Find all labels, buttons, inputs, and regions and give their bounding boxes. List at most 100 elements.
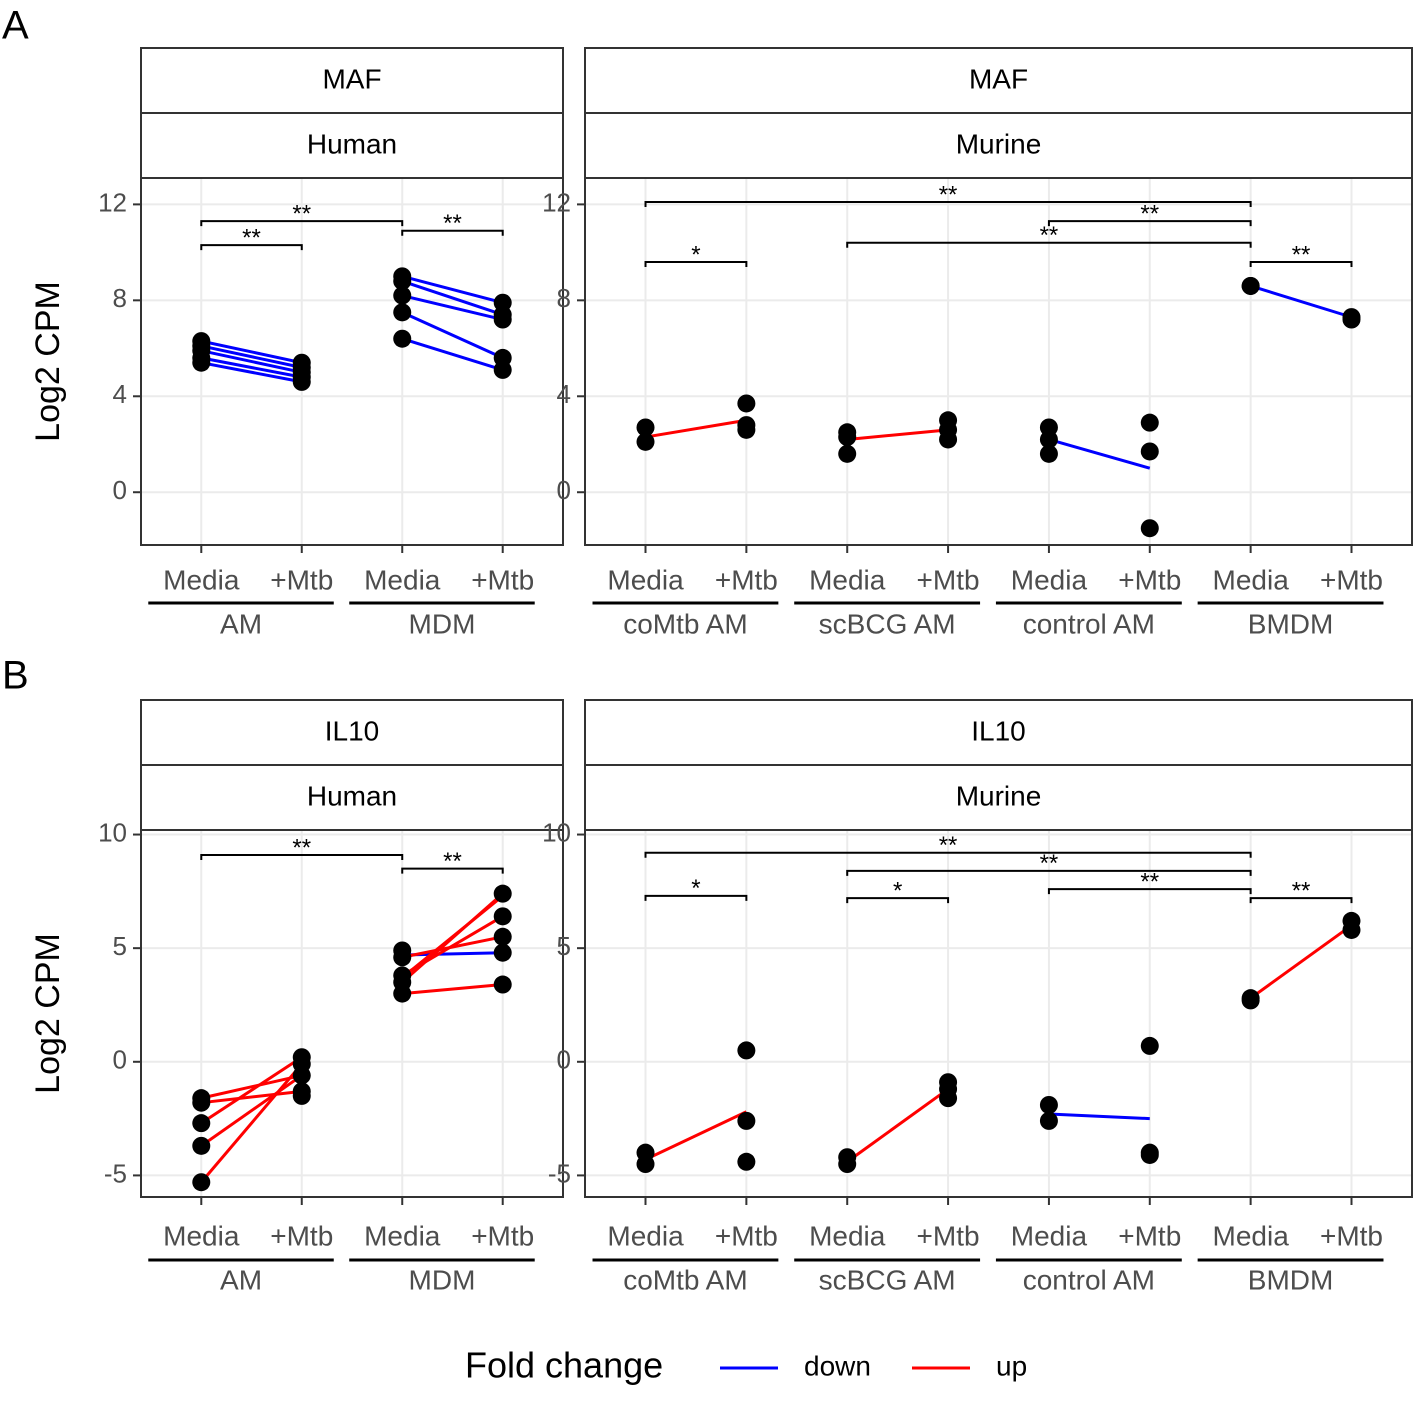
legend-label: down: [804, 1350, 871, 1381]
group-label: control AM: [1023, 608, 1155, 639]
y-tick-label: 0: [113, 475, 127, 505]
strip-label: MAF: [969, 63, 1028, 94]
x-tick-label: Media: [163, 1220, 240, 1251]
point: [1039, 430, 1058, 449]
significance-label: *: [691, 241, 700, 268]
significance-bracket: [1249, 897, 1353, 904]
point: [493, 907, 512, 926]
point: [737, 1152, 756, 1171]
significance-bracket: [846, 869, 1252, 876]
fold-change-line: [200, 1074, 303, 1148]
strip: [584, 764, 1413, 831]
y-tick-label: 5: [113, 931, 127, 961]
y-tick-label: 5: [557, 931, 571, 961]
y-tick-label: 4: [557, 379, 571, 409]
significance-bracket: [644, 894, 748, 901]
point: [292, 1086, 311, 1105]
panel-border: [584, 177, 1413, 546]
y-tick-label: 8: [113, 283, 127, 313]
x-tick-label: +Mtb: [270, 564, 333, 595]
fold-change-line: [401, 894, 504, 979]
group-label: scBCG AM: [819, 608, 956, 639]
significance-bracket: [200, 244, 303, 251]
point: [1140, 1145, 1159, 1164]
point: [1140, 1036, 1159, 1055]
fold-change-line: [847, 428, 949, 441]
y-tick-label: 0: [113, 1045, 127, 1075]
fold-change-line: [201, 356, 303, 379]
x-tick-label: +Mtb: [917, 1220, 980, 1251]
point: [393, 948, 412, 967]
significance-label: *: [893, 878, 902, 905]
significance-label: **: [443, 210, 462, 237]
fold-change-line: [401, 337, 504, 372]
significance-bracket: [1047, 888, 1252, 895]
significance-label: **: [443, 848, 462, 875]
strip-label: IL10: [971, 715, 1026, 746]
x-tick-label: +Mtb: [917, 564, 980, 595]
point: [737, 420, 756, 439]
point: [1039, 1095, 1058, 1114]
y-tick-label: -5: [104, 1158, 127, 1188]
fold-change-line: [1048, 438, 1151, 470]
x-tick-label: +Mtb: [715, 564, 778, 595]
x-tick-label: Media: [364, 564, 441, 595]
panel-border: [140, 829, 564, 1198]
fold-change-line: [1048, 1112, 1150, 1121]
fold-change-line: [200, 1073, 303, 1100]
significance-label: **: [292, 201, 311, 228]
legend-label: up: [996, 1350, 1027, 1381]
y-tick-label: 4: [113, 379, 127, 409]
y-axis-label: Log2 CPM: [29, 281, 67, 442]
y-tick-label: 0: [557, 475, 571, 505]
group-label: coMtb AM: [623, 608, 747, 639]
x-tick-label: Media: [607, 564, 684, 595]
point: [1342, 920, 1361, 939]
x-tick-label: Media: [1213, 1220, 1290, 1251]
point: [939, 1089, 958, 1108]
y-tick-label: -5: [548, 1158, 571, 1188]
point: [737, 1041, 756, 1060]
x-tick-label: +Mtb: [1320, 564, 1383, 595]
point: [493, 360, 512, 379]
fold-change-line: [1250, 284, 1352, 319]
y-tick-label: 10: [98, 817, 127, 847]
point: [1140, 519, 1159, 538]
point: [737, 394, 756, 413]
x-tick-label: Media: [364, 1220, 441, 1251]
point: [493, 884, 512, 903]
point: [493, 310, 512, 329]
significance-bracket: [401, 229, 504, 236]
y-tick-label: 8: [557, 283, 571, 313]
point: [192, 353, 211, 372]
significance-label: **: [1292, 878, 1311, 905]
y-tick-label: 12: [98, 187, 127, 217]
fold-change-line: [200, 349, 303, 374]
fold-change-line: [201, 361, 303, 384]
strip: [140, 764, 564, 831]
significance-label: **: [242, 225, 261, 252]
point: [493, 975, 512, 994]
point: [939, 430, 958, 449]
legend-title: Fold change: [465, 1345, 663, 1386]
fold-change-line: [1249, 924, 1353, 1000]
x-tick-label: Media: [809, 1220, 886, 1251]
point: [192, 1093, 211, 1112]
point: [838, 444, 857, 463]
group-label: MDM: [409, 1264, 476, 1295]
fold-change-line: [645, 418, 747, 439]
significance-label: **: [939, 832, 958, 859]
point: [636, 1155, 655, 1174]
fold-change-line: [201, 1089, 302, 1105]
significance-label: **: [1140, 868, 1159, 895]
y-tick-label: 0: [557, 1045, 571, 1075]
significance-label: **: [1140, 201, 1159, 228]
fold-change-line: [200, 1055, 303, 1125]
group-label: coMtb AM: [623, 1264, 747, 1295]
group-label: AM: [220, 608, 262, 639]
significance-label: *: [691, 875, 700, 902]
x-tick-label: Media: [809, 564, 886, 595]
significance-bracket: [846, 241, 1252, 248]
y-axis-label: Log2 CPM: [29, 933, 67, 1094]
